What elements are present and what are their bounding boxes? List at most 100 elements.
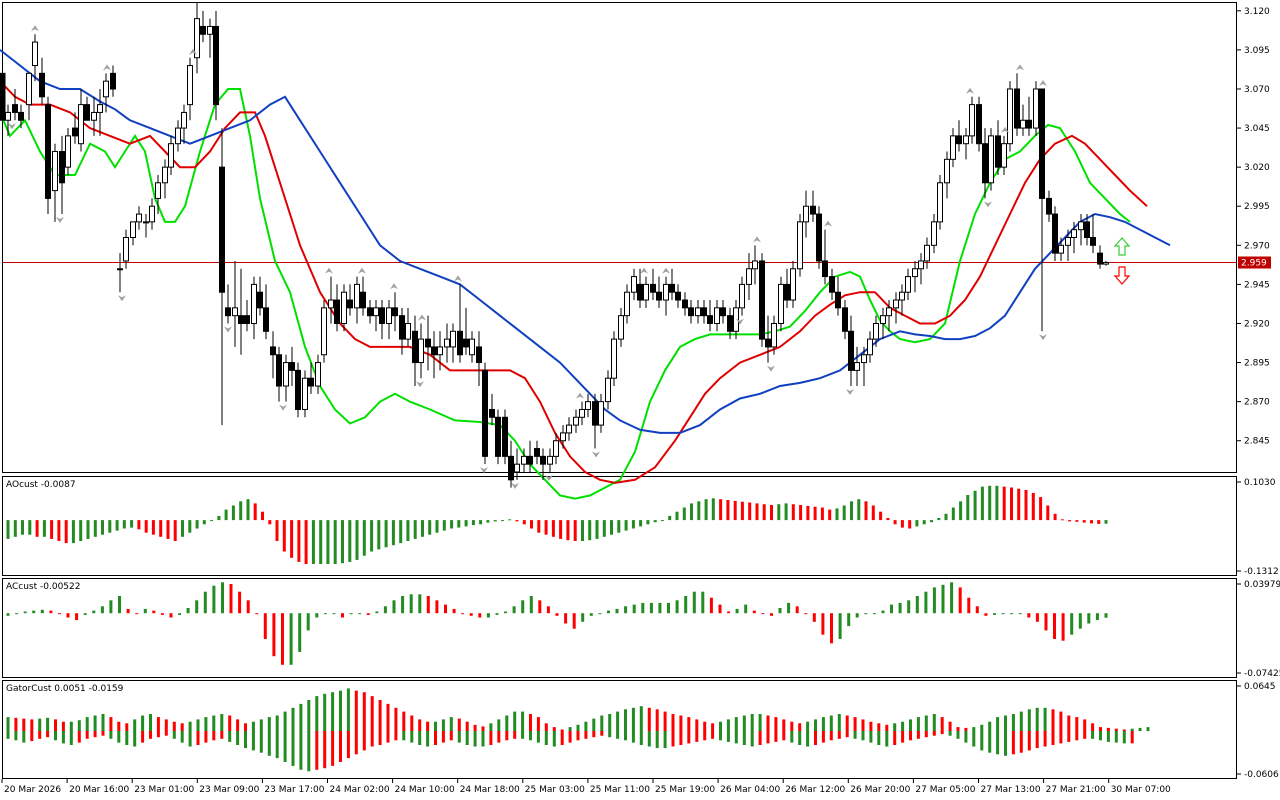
histogram-bar bbox=[551, 520, 555, 537]
gator-lower-bar bbox=[212, 731, 216, 741]
candle bbox=[321, 300, 327, 363]
candle-body-bull bbox=[181, 111, 187, 129]
candle bbox=[502, 409, 508, 465]
candle-body-bear bbox=[45, 104, 51, 199]
gator-upper-bar bbox=[331, 692, 335, 731]
gator-lower-bar bbox=[695, 731, 699, 742]
ao-pane[interactable] bbox=[2, 476, 1237, 576]
histogram-bar bbox=[42, 520, 46, 537]
candle bbox=[263, 284, 269, 340]
histogram-bar bbox=[1104, 520, 1108, 524]
gator-upper-bar bbox=[1075, 717, 1079, 732]
candle-body-bull bbox=[598, 401, 604, 426]
gator-lower-bar bbox=[544, 731, 548, 745]
candle bbox=[1001, 135, 1007, 175]
histogram-bar bbox=[57, 520, 61, 541]
histogram-bar bbox=[202, 520, 206, 525]
histogram-bar bbox=[341, 613, 344, 618]
gator-upper-bar bbox=[592, 718, 596, 731]
histogram-bar bbox=[573, 520, 577, 541]
candle-body-bear bbox=[457, 330, 463, 356]
gator-lower-bar bbox=[901, 731, 905, 743]
histogram-bar bbox=[272, 613, 276, 657]
gator-lower-bar bbox=[69, 731, 73, 745]
moving-average-line-3 bbox=[0, 49, 1171, 434]
candle-body-bull bbox=[553, 440, 559, 457]
gator-lower-bar bbox=[948, 731, 952, 736]
gator-lower-bar bbox=[734, 731, 738, 744]
candle bbox=[1014, 73, 1020, 136]
candle-body-bull bbox=[963, 135, 969, 145]
candle-body-bear bbox=[12, 104, 18, 113]
gator-upper-bar bbox=[85, 717, 89, 732]
gator-upper-bar bbox=[544, 723, 548, 732]
candle-body-bull bbox=[5, 111, 11, 121]
gator-lower-bar bbox=[592, 731, 596, 738]
candle-body-bull bbox=[873, 322, 879, 340]
gator-lower-bar bbox=[837, 731, 841, 739]
histogram-bar bbox=[452, 608, 456, 614]
candle-body-bear bbox=[675, 291, 681, 301]
candle bbox=[469, 331, 475, 363]
candle-body-bull bbox=[328, 299, 334, 309]
histogram-bar bbox=[35, 520, 39, 537]
candle bbox=[784, 268, 790, 308]
gator-lower-bar bbox=[101, 731, 105, 736]
gator-upper-bar bbox=[909, 719, 912, 731]
candle-body-bear bbox=[84, 104, 90, 121]
candle bbox=[701, 300, 707, 324]
histogram-bar bbox=[907, 600, 911, 614]
candle bbox=[912, 260, 918, 293]
histogram-bar bbox=[566, 520, 570, 541]
gator-pane[interactable] bbox=[2, 680, 1237, 779]
histogram-bar bbox=[1082, 520, 1086, 523]
histogram-bar bbox=[1087, 613, 1091, 624]
gator-upper-bar bbox=[339, 690, 342, 731]
gator-lower-bar bbox=[750, 731, 754, 747]
candle bbox=[437, 331, 443, 371]
candle bbox=[873, 315, 879, 347]
histogram-bar bbox=[984, 613, 988, 616]
gator-upper-bar bbox=[473, 724, 477, 731]
gator-lower-bar bbox=[1011, 731, 1015, 755]
gator-upper-bar bbox=[647, 707, 651, 732]
ac-pane[interactable] bbox=[2, 578, 1237, 678]
sell-signal-arrow-icon bbox=[1113, 266, 1131, 285]
candle-body-bull bbox=[1007, 88, 1013, 145]
histogram-bar bbox=[546, 606, 550, 614]
candle bbox=[270, 331, 276, 379]
histogram-bar bbox=[450, 520, 454, 529]
histogram-bar bbox=[479, 520, 483, 525]
gator-lower-bar bbox=[93, 731, 97, 738]
fractal-up-icon bbox=[576, 392, 584, 399]
candle bbox=[527, 440, 533, 472]
candle-body-bull bbox=[893, 299, 899, 309]
candle-body-bear bbox=[270, 346, 276, 356]
gator-lower-bar bbox=[1051, 731, 1055, 745]
histogram-bar bbox=[392, 600, 396, 614]
gator-upper-bar bbox=[141, 715, 145, 731]
histogram-bar bbox=[973, 490, 977, 521]
candle bbox=[924, 237, 930, 269]
fractal-up-icon bbox=[1016, 64, 1024, 71]
candle bbox=[194, 3, 200, 74]
histogram-bar bbox=[835, 508, 839, 521]
candle bbox=[759, 253, 765, 347]
gator-upper-bar bbox=[489, 723, 493, 732]
gator-upper-bar bbox=[790, 721, 794, 731]
gator-upper-bar bbox=[916, 717, 920, 732]
gator-lower-bar bbox=[497, 731, 501, 743]
candle bbox=[238, 268, 244, 355]
histogram-bar bbox=[893, 520, 897, 525]
ac-label: ACcust -0.00522 bbox=[6, 582, 80, 592]
gator-lower-bar bbox=[133, 731, 137, 747]
candle bbox=[521, 448, 527, 472]
candle bbox=[886, 300, 892, 332]
gator-label: GatorCust 0.0051 -0.0159 bbox=[6, 684, 124, 694]
candle-body-bear bbox=[765, 338, 771, 348]
histogram-bar bbox=[306, 613, 310, 631]
candle-body-bear bbox=[367, 307, 373, 317]
histogram-bar bbox=[692, 591, 696, 614]
price-pane[interactable] bbox=[2, 2, 1237, 473]
